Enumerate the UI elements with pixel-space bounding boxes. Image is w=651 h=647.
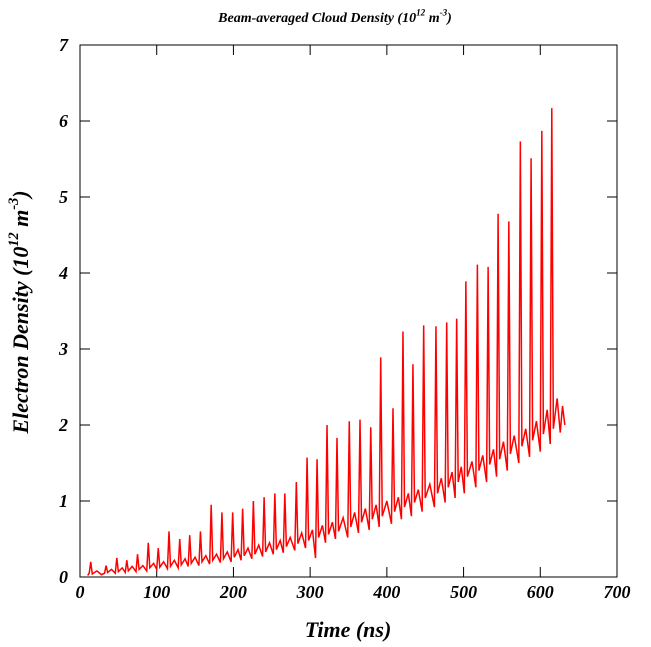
- y-tick-label: 1: [59, 491, 68, 511]
- x-tick-label: 200: [219, 582, 247, 602]
- y-tick-label: 6: [59, 111, 68, 131]
- text-part: ): [8, 190, 33, 199]
- y-axis-label: Electron Density (1012 m-3): [6, 190, 33, 434]
- text-part: Electron Density (10: [8, 247, 33, 435]
- y-tick-label: 3: [58, 339, 68, 359]
- superscript: -3: [440, 8, 448, 18]
- x-tick-label: 600: [527, 582, 554, 602]
- y-tick-label: 2: [58, 415, 68, 435]
- chart-title: Beam-averaged Cloud Density (1012 m-3): [217, 8, 452, 26]
- x-tick-label: 300: [296, 582, 324, 602]
- x-tick-label: 700: [604, 582, 631, 602]
- data-line: [87, 108, 566, 576]
- x-axis-label: Time (ns): [305, 617, 392, 642]
- x-tick-label: 500: [450, 582, 477, 602]
- superscript: 12: [416, 8, 426, 18]
- x-tick-label: 0: [76, 582, 85, 602]
- text-part: Beam-averaged Cloud Density (10: [217, 11, 416, 26]
- superscript: -3: [6, 198, 22, 210]
- y-tick-label: 0: [59, 567, 68, 587]
- x-tick-label: 400: [372, 582, 400, 602]
- text-part: ): [445, 11, 452, 26]
- y-tick-label: 4: [58, 263, 68, 283]
- x-tick-label: 100: [143, 582, 170, 602]
- text-part: m: [425, 11, 440, 26]
- y-tick-label: 5: [59, 187, 68, 207]
- y-tick-label: 7: [59, 35, 69, 55]
- text-part: m: [8, 210, 33, 233]
- plot-frame: [79, 44, 618, 578]
- superscript: 12: [6, 232, 22, 246]
